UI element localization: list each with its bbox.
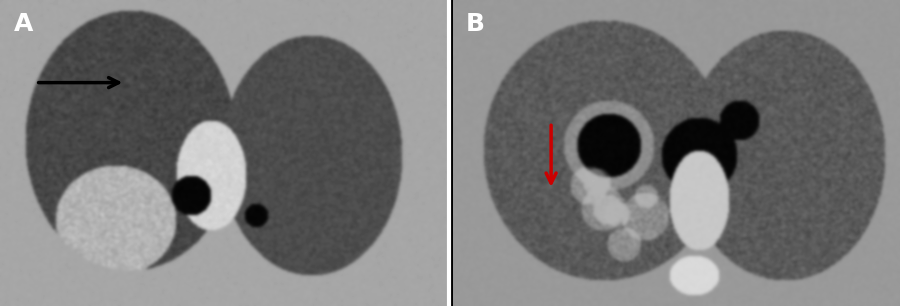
Text: A: A [14,12,32,36]
Text: B: B [466,12,485,36]
